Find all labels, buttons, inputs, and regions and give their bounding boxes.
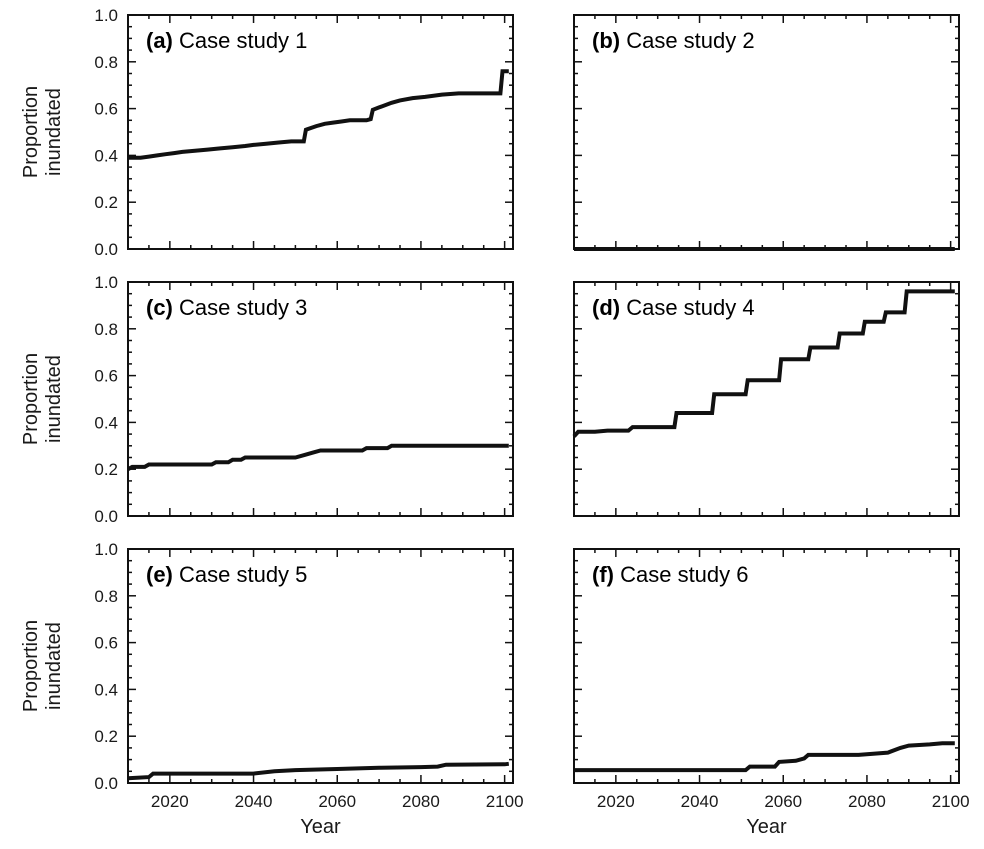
- y-tick-label: 0.0: [94, 774, 118, 793]
- y-tick-label: 0.4: [94, 680, 118, 699]
- x-tick-label: 2060: [318, 792, 356, 811]
- panel-title-text: Case study 5: [173, 562, 308, 587]
- x-tick-label: 2020: [597, 792, 635, 811]
- y-axis-label-line-1: Proportion: [20, 620, 42, 712]
- panel-6: 2020 2040 2060 2080 2100 Year (f) Case study 6: [573, 548, 970, 838]
- y-tick-label: 0.6: [94, 367, 118, 386]
- y-axis-label-line-2: inundated: [43, 88, 65, 176]
- y-tick-label: 0.8: [94, 587, 118, 606]
- y-axis-label: Proportioninundated: [20, 86, 65, 178]
- panel-title: (f) Case study 6: [592, 562, 749, 587]
- y-tick-label: 0.6: [94, 100, 118, 119]
- y-tick-label: 0.4: [94, 146, 118, 165]
- y-tick-label: 0.2: [94, 460, 118, 479]
- y-axis-label: Proportioninundated: [20, 353, 65, 445]
- panel-title-text: Case study 3: [173, 295, 308, 320]
- panel-title-text: Case study 6: [614, 562, 749, 587]
- y-tick-label: 0.8: [94, 320, 118, 339]
- y-axis-label-line-1: Proportion: [20, 353, 42, 445]
- panel-letter: (f): [592, 562, 614, 587]
- y-tick-label: 0.2: [94, 193, 118, 212]
- panel-title-text: Case study 1: [173, 28, 308, 53]
- panel-letter: (a): [146, 28, 173, 53]
- panel-title: (e) Case study 5: [146, 562, 307, 587]
- panel-4: (d) Case study 4: [572, 281, 960, 517]
- y-axis-label-line-2: inundated: [43, 622, 65, 710]
- x-tick-label: 2020: [151, 792, 189, 811]
- panel-title: (d) Case study 4: [592, 295, 755, 320]
- x-tick-label: 2040: [235, 792, 273, 811]
- y-tick-label: 0.8: [94, 53, 118, 72]
- panel-letter: (d): [592, 295, 620, 320]
- panel-title: (a) Case study 1: [146, 28, 307, 53]
- x-tick-label: 2040: [681, 792, 719, 811]
- panel-title-text: Case study 2: [620, 28, 755, 53]
- series-line: [572, 289, 955, 438]
- x-tick-label: 2060: [764, 792, 802, 811]
- x-tick-label: 2100: [486, 792, 524, 811]
- y-tick-label: 1.0: [94, 540, 118, 559]
- series-line: [127, 761, 510, 781]
- y-axis-label: Proportioninundated: [20, 620, 65, 712]
- panel-letter: (c): [146, 295, 173, 320]
- x-axis-label: Year: [300, 816, 341, 838]
- x-tick-label: 2080: [402, 792, 440, 811]
- series-line: [574, 741, 955, 773]
- y-tick-label: 0.6: [94, 634, 118, 653]
- series-line: [127, 443, 509, 471]
- x-tick-label: 2080: [848, 792, 886, 811]
- panel-title: (c) Case study 3: [146, 295, 307, 320]
- panel-title: (b) Case study 2: [592, 28, 755, 53]
- x-tick-label: 2100: [932, 792, 970, 811]
- y-axis-label-line-2: inundated: [43, 355, 65, 443]
- panel-1: 0.0 0.2 0.4 0.6 0.8 1.0 Proportioninundated (a)…: [20, 6, 514, 259]
- y-tick-label: 0.4: [94, 413, 118, 432]
- panel-letter: (b): [592, 28, 620, 53]
- y-tick-label: 1.0: [94, 273, 118, 292]
- y-tick-label: 0.0: [94, 507, 118, 526]
- series-line: [128, 69, 509, 160]
- panel-5: 0.0 0.2 0.4 0.6 0.8 1.0 Proportioninundated 202…: [20, 540, 524, 838]
- y-tick-label: 0.2: [94, 727, 118, 746]
- panel-3: 0.0 0.2 0.4 0.6 0.8 1.0 Proportioninundated (c)…: [20, 273, 514, 526]
- panel-letter: (e): [146, 562, 173, 587]
- y-tick-label: 0.0: [94, 240, 118, 259]
- y-tick-label: 1.0: [94, 6, 118, 25]
- panel-title-text: Case study 4: [620, 295, 755, 320]
- y-axis-label-line-1: Proportion: [20, 86, 42, 178]
- x-axis-label: Year: [746, 816, 787, 838]
- panel-2: (b) Case study 2: [573, 14, 960, 251]
